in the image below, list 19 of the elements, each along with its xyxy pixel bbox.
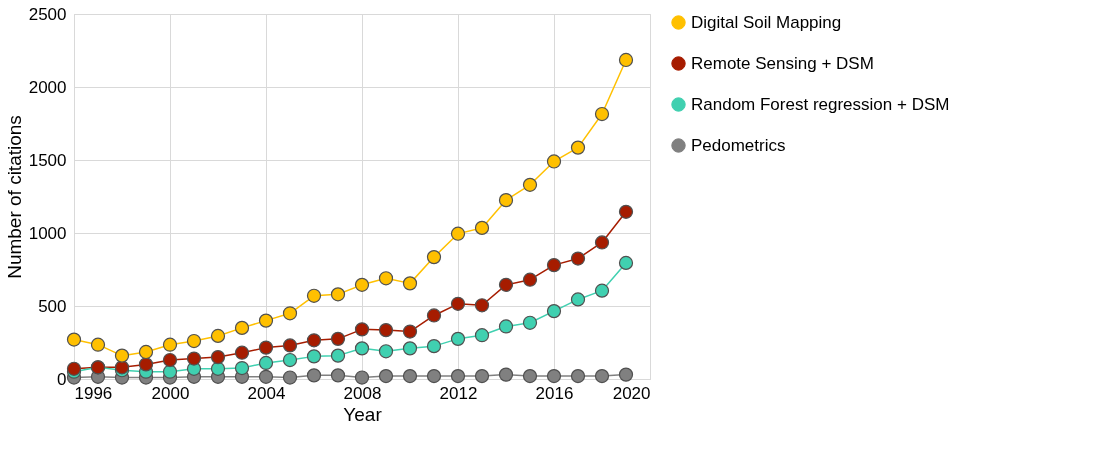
y-tick-label: 0 bbox=[57, 369, 67, 389]
x-axis-title: Year bbox=[343, 403, 383, 425]
y-tick-label: 2500 bbox=[28, 4, 67, 24]
x-tick-label: 2020 bbox=[612, 383, 651, 403]
y-tick-label: 1500 bbox=[28, 150, 67, 170]
x-tick-label: 1996 bbox=[74, 383, 113, 403]
legend-label: Remote Sensing + DSM bbox=[691, 53, 874, 73]
y-axis-title: Number of citations bbox=[3, 115, 25, 279]
x-tick-label: 2016 bbox=[535, 383, 574, 403]
x-tick-label: 2012 bbox=[439, 383, 478, 403]
y-tick-label: 500 bbox=[38, 296, 67, 316]
x-tick-label: 2000 bbox=[151, 383, 190, 403]
y-tick-label: 1000 bbox=[28, 223, 67, 243]
legend-label: Pedometrics bbox=[691, 135, 786, 155]
legend-label: Random Forest regression + DSM bbox=[691, 94, 950, 114]
y-tick-label: 2000 bbox=[28, 77, 67, 97]
legend-label: Digital Soil Mapping bbox=[691, 12, 842, 32]
x-tick-label: 2008 bbox=[343, 383, 382, 403]
x-tick-label: 2004 bbox=[247, 383, 286, 403]
